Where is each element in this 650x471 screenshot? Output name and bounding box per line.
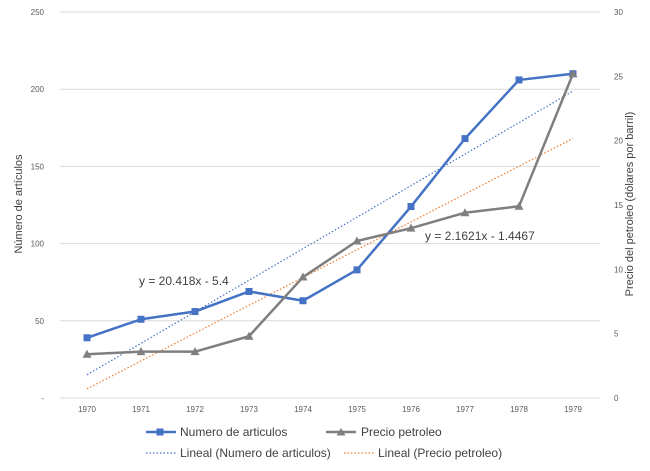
legend-label-lineal-petroleo: Lineal (Precio petroleo) — [378, 446, 502, 460]
left-tick-label-2: 100 — [31, 240, 45, 249]
left-axis-title: Número de artículos — [13, 154, 25, 254]
legend-item-lineal-articulos[interactable]: Lineal (Numero de articulos) — [146, 446, 331, 460]
marker-s0-1976 — [407, 203, 415, 211]
left-tick-label-5: 250 — [31, 8, 45, 17]
right-tick-label-0: 0 — [614, 394, 619, 403]
marker-s1-1978 — [514, 201, 524, 210]
right-tick-label-5: 25 — [614, 72, 623, 81]
marker-s0-1971 — [137, 315, 145, 323]
marker-s1-1976 — [406, 223, 416, 232]
marker-s1-1971 — [136, 347, 146, 356]
marker-s1-1973 — [244, 331, 254, 340]
legend-label-lineal-articulos: Lineal (Numero de articulos) — [180, 446, 331, 460]
legend-item-lineal-petroleo[interactable]: Lineal (Precio petroleo) — [344, 446, 502, 460]
trend-equation-petroleo: y = 2.1621x - 1.4467 — [425, 229, 535, 243]
right-tick-label-6: 30 — [614, 8, 623, 17]
right-tick-label-4: 20 — [614, 137, 623, 146]
right-axis-title: Precio del petroleo (dólares por barril) — [624, 112, 636, 297]
marker-s0-1972 — [191, 308, 199, 316]
x-tick-label-1973: 1973 — [240, 405, 258, 414]
x-axis-ticks: 1970 1971 1972 1973 1974 1975 1976 1977 1978 1979 — [78, 405, 582, 414]
marker-s1-1977 — [460, 208, 470, 217]
trendline-0 — [86, 90, 574, 376]
marker-s0-1978 — [515, 76, 523, 84]
x-tick-label-1972: 1972 — [186, 405, 204, 414]
series-markers — [82, 69, 578, 358]
gridlines — [60, 11, 600, 399]
series-line-1 — [86, 73, 575, 356]
marker-s0-1973 — [245, 287, 253, 295]
series-lines — [86, 72, 575, 356]
left-tick-label-4: 200 — [31, 85, 45, 94]
x-tick-label-1974: 1974 — [294, 405, 312, 414]
legend-item-articulos[interactable]: Numero de articulos — [146, 425, 287, 439]
legend: Numero de articulos Precio petroleo Line… — [146, 425, 502, 460]
x-tick-label-1979: 1979 — [564, 405, 582, 414]
x-tick-label-1977: 1977 — [456, 405, 474, 414]
left-axis-ticks: - 50 100 150 200 250 — [31, 8, 45, 403]
x-tick-label-1970: 1970 — [78, 405, 96, 414]
legend-label-articulos: Numero de articulos — [180, 425, 287, 439]
x-tick-label-1975: 1975 — [348, 405, 366, 414]
left-tick-label-1: 50 — [35, 317, 44, 326]
marker-s1-1974 — [298, 272, 308, 281]
marker-s1-1972 — [190, 347, 200, 356]
series-line-0 — [86, 72, 574, 339]
left-tick-label-0: - — [41, 394, 44, 403]
marker-s0-1975 — [353, 266, 361, 274]
legend-label-petroleo: Precio petroleo — [361, 425, 442, 439]
marker-s1-1970 — [82, 349, 92, 358]
right-axis-ticks: 0 5 10 15 20 25 30 — [614, 8, 623, 403]
left-tick-label-3: 150 — [31, 162, 45, 171]
trend-equation-articulos: y = 20.418x - 5.4 — [139, 274, 229, 288]
marker-s0-1970 — [83, 334, 91, 342]
x-tick-label-1978: 1978 — [510, 405, 528, 414]
marker-s0-1974 — [299, 297, 307, 305]
legend-item-petroleo[interactable]: Precio petroleo — [326, 425, 442, 439]
x-tick-label-1971: 1971 — [132, 405, 150, 414]
right-tick-label-3: 15 — [614, 201, 623, 210]
right-tick-label-2: 10 — [614, 265, 623, 274]
trendline-1 — [86, 137, 574, 390]
marker-s0-1977 — [461, 135, 469, 143]
trendline-equations: y = 20.418x - 5.4 y = 2.1621x - 1.4467 — [139, 229, 535, 288]
marker-s1-1979 — [568, 69, 578, 78]
marker-s1-1975 — [352, 236, 362, 245]
x-tick-label-1976: 1976 — [402, 405, 420, 414]
right-tick-label-1: 5 — [614, 330, 619, 339]
trendlines — [86, 90, 574, 390]
